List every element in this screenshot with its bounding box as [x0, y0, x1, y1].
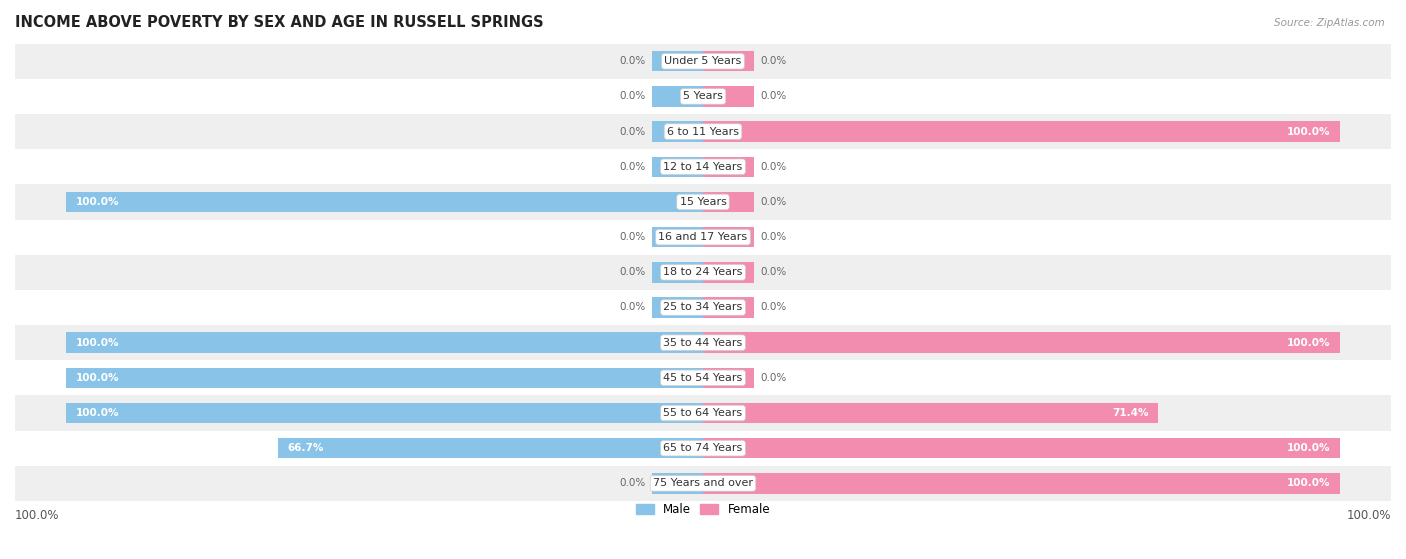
Text: 0.0%: 0.0% — [761, 232, 786, 242]
Bar — [703, 51, 754, 72]
Bar — [703, 262, 754, 282]
Text: 0.0%: 0.0% — [620, 56, 645, 67]
Bar — [703, 121, 1340, 142]
Bar — [66, 403, 703, 423]
Text: 0.0%: 0.0% — [761, 373, 786, 383]
Text: 0.0%: 0.0% — [761, 162, 786, 172]
Text: 5 Years: 5 Years — [683, 92, 723, 101]
Text: 0.0%: 0.0% — [620, 232, 645, 242]
Text: 0.0%: 0.0% — [620, 267, 645, 277]
Text: 0.0%: 0.0% — [761, 302, 786, 312]
Bar — [66, 333, 703, 353]
Bar — [652, 262, 703, 282]
Text: 100.0%: 100.0% — [1347, 509, 1391, 522]
Bar — [15, 149, 1391, 184]
Text: 25 to 34 Years: 25 to 34 Years — [664, 302, 742, 312]
Bar — [703, 86, 754, 107]
Text: 55 to 64 Years: 55 to 64 Years — [664, 408, 742, 418]
Bar — [15, 44, 1391, 79]
Bar — [15, 325, 1391, 360]
Text: 0.0%: 0.0% — [620, 479, 645, 489]
Text: 100.0%: 100.0% — [76, 338, 120, 348]
Text: 100.0%: 100.0% — [1286, 443, 1330, 453]
Bar — [15, 430, 1391, 466]
Text: 6 to 11 Years: 6 to 11 Years — [666, 126, 740, 136]
Bar — [703, 297, 754, 318]
Text: 65 to 74 Years: 65 to 74 Years — [664, 443, 742, 453]
Text: INCOME ABOVE POVERTY BY SEX AND AGE IN RUSSELL SPRINGS: INCOME ABOVE POVERTY BY SEX AND AGE IN R… — [15, 15, 544, 30]
Bar — [15, 466, 1391, 501]
Text: 0.0%: 0.0% — [761, 56, 786, 67]
Bar — [703, 368, 754, 388]
Text: Under 5 Years: Under 5 Years — [665, 56, 741, 67]
Bar — [66, 368, 703, 388]
Text: 0.0%: 0.0% — [761, 92, 786, 101]
Text: 100.0%: 100.0% — [1286, 126, 1330, 136]
Bar — [15, 114, 1391, 149]
Text: 16 and 17 Years: 16 and 17 Years — [658, 232, 748, 242]
Bar — [703, 333, 1340, 353]
Text: 75 Years and over: 75 Years and over — [652, 479, 754, 489]
Text: 18 to 24 Years: 18 to 24 Years — [664, 267, 742, 277]
Text: 100.0%: 100.0% — [1286, 338, 1330, 348]
Bar — [652, 86, 703, 107]
Text: 0.0%: 0.0% — [761, 197, 786, 207]
Bar — [15, 360, 1391, 395]
Text: 100.0%: 100.0% — [15, 509, 59, 522]
Text: 71.4%: 71.4% — [1112, 408, 1149, 418]
Text: 66.7%: 66.7% — [288, 443, 323, 453]
Bar — [15, 395, 1391, 430]
Legend: Male, Female: Male, Female — [631, 498, 775, 520]
Text: 0.0%: 0.0% — [620, 92, 645, 101]
Bar — [703, 438, 1340, 458]
Text: 35 to 44 Years: 35 to 44 Years — [664, 338, 742, 348]
Bar — [15, 220, 1391, 255]
Text: 100.0%: 100.0% — [76, 373, 120, 383]
Bar — [703, 473, 1340, 494]
Text: 15 Years: 15 Years — [679, 197, 727, 207]
Text: 100.0%: 100.0% — [76, 408, 120, 418]
Bar — [278, 438, 703, 458]
Bar — [652, 121, 703, 142]
Bar — [66, 192, 703, 212]
Bar — [652, 157, 703, 177]
Bar — [703, 403, 1159, 423]
Bar — [703, 157, 754, 177]
Bar — [15, 79, 1391, 114]
Bar — [15, 255, 1391, 290]
Text: 100.0%: 100.0% — [1286, 479, 1330, 489]
Bar — [652, 297, 703, 318]
Text: 0.0%: 0.0% — [620, 126, 645, 136]
Text: Source: ZipAtlas.com: Source: ZipAtlas.com — [1274, 18, 1385, 28]
Bar — [15, 290, 1391, 325]
Bar — [703, 192, 754, 212]
Text: 100.0%: 100.0% — [76, 197, 120, 207]
Text: 0.0%: 0.0% — [620, 162, 645, 172]
Text: 0.0%: 0.0% — [761, 267, 786, 277]
Text: 0.0%: 0.0% — [620, 302, 645, 312]
Bar — [652, 473, 703, 494]
Text: 12 to 14 Years: 12 to 14 Years — [664, 162, 742, 172]
Text: 45 to 54 Years: 45 to 54 Years — [664, 373, 742, 383]
Bar — [652, 227, 703, 247]
Bar — [15, 184, 1391, 220]
Bar — [703, 227, 754, 247]
Bar — [652, 51, 703, 72]
